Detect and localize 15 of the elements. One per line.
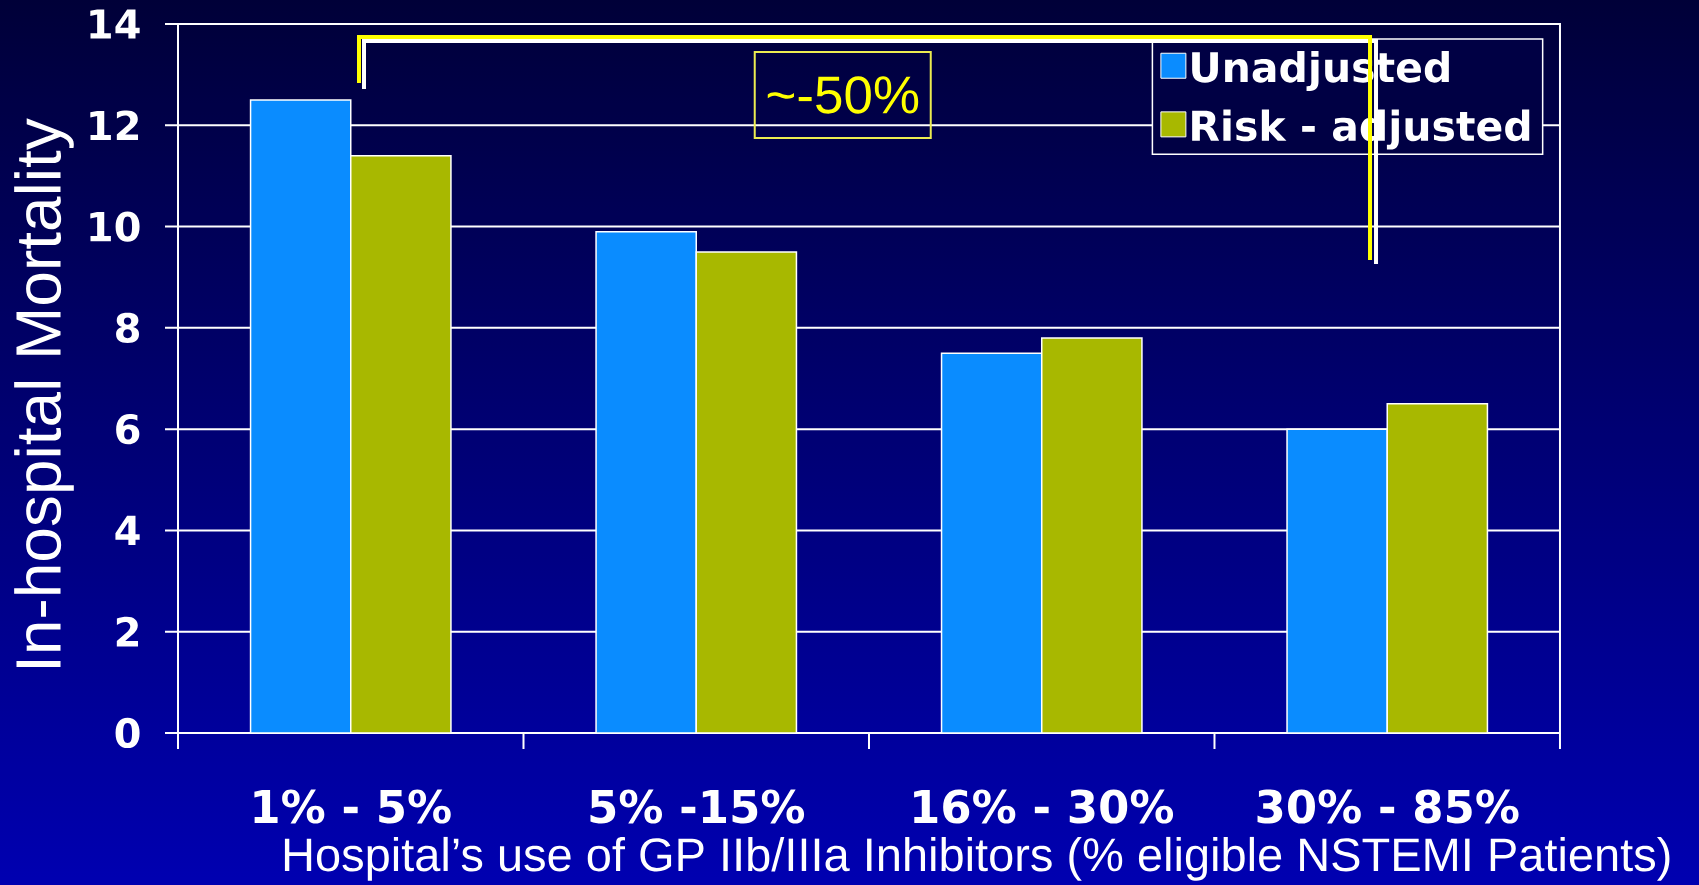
y-tick-label: 4 — [115, 515, 140, 546]
x-tick-label: 16% - 30% — [914, 789, 1174, 824]
y-axis-title: In-hospital Mortality — [14, 118, 74, 668]
y-tick-label: 6 — [116, 414, 140, 445]
x-tick-label: 30% - 85% — [1257, 789, 1519, 824]
annotation: ~-50% — [767, 76, 919, 114]
y-tick-label: 10 — [90, 211, 140, 242]
y-tick-label: 12 — [90, 110, 139, 141]
y-tick-label: 8 — [116, 312, 140, 343]
x-tick-label: 1% - 5% — [254, 789, 451, 824]
x-tick-label: 5% -15% — [590, 789, 805, 824]
y-tick-label: 0 — [115, 717, 140, 749]
y-tick-label: 2 — [116, 616, 139, 647]
x-axis-title: Hospital’s use of GP IIb/IIIa Inhibitors (% eligible NSTEMI Patients) — [284, 836, 1670, 881]
y-tick-label: 14 — [90, 9, 140, 39]
